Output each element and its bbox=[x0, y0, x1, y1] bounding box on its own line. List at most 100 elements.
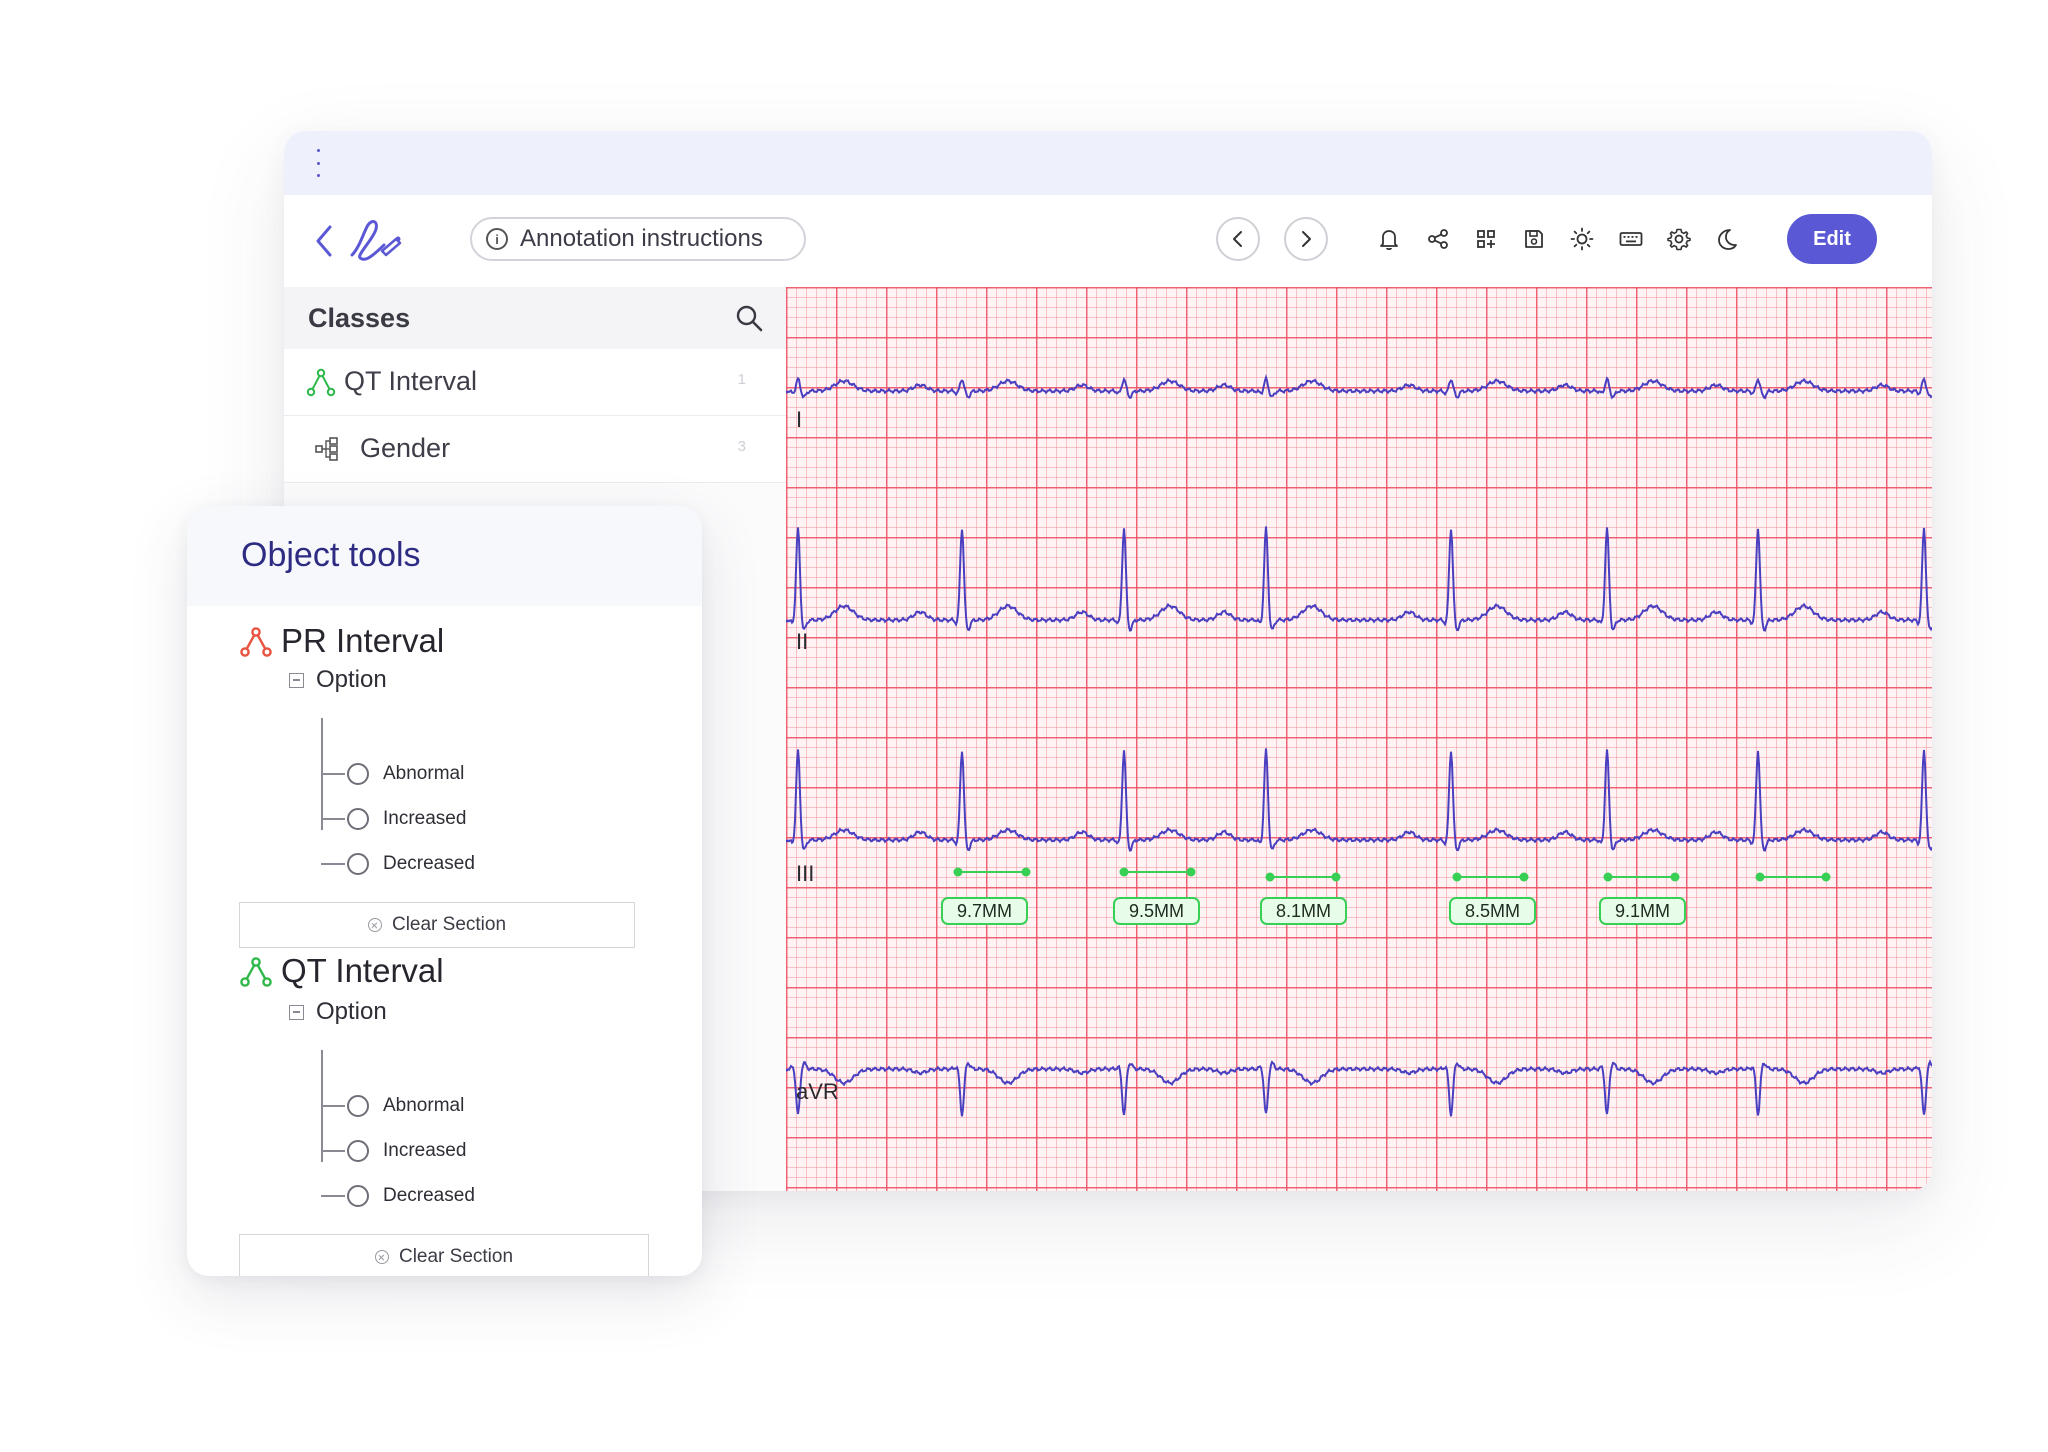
option-label: Option bbox=[316, 666, 387, 693]
next-button[interactable] bbox=[1284, 217, 1328, 261]
previous-button[interactable] bbox=[1216, 217, 1260, 261]
ecg-trace-i bbox=[786, 374, 1932, 400]
annotation-instructions-button[interactable]: i Annotation instructions bbox=[470, 217, 806, 261]
tool-head-qt-interval[interactable]: QT Interval bbox=[239, 952, 444, 990]
logo-icon bbox=[350, 220, 402, 261]
radio-label: Decreased bbox=[383, 1185, 475, 1206]
radio-increased[interactable]: Increased bbox=[321, 1136, 466, 1166]
search-icon[interactable] bbox=[734, 303, 764, 333]
radio-button[interactable] bbox=[347, 1095, 369, 1117]
hierarchy-icon bbox=[315, 437, 338, 461]
radio-decreased[interactable]: Decreased bbox=[321, 849, 475, 879]
back-icon[interactable] bbox=[314, 223, 334, 259]
polyline-icon bbox=[240, 957, 272, 987]
ecg-trace-avr bbox=[786, 1059, 1932, 1117]
tree-branch bbox=[321, 818, 345, 820]
lead-label: III bbox=[796, 861, 814, 886]
chevron-right-icon bbox=[1302, 231, 1311, 247]
collapse-icon bbox=[289, 1004, 304, 1020]
measurement-handle[interactable] bbox=[1265, 872, 1275, 882]
moon-icon[interactable] bbox=[1714, 226, 1740, 252]
object-tools-title: Object tools bbox=[241, 536, 421, 574]
measurement-label[interactable]: 9.7MM bbox=[941, 897, 1029, 925]
measurement-label[interactable]: 9.1MM bbox=[1599, 897, 1687, 925]
measurement-handle[interactable] bbox=[1519, 872, 1529, 882]
radio-button[interactable] bbox=[347, 853, 369, 875]
save-icon[interactable] bbox=[1521, 226, 1547, 252]
option-collapse-toggle[interactable]: Option bbox=[289, 666, 387, 694]
measurement-label[interactable]: 8.1MM bbox=[1260, 897, 1348, 925]
measurement-handle[interactable] bbox=[1452, 872, 1462, 882]
classes-header: Classes bbox=[284, 287, 786, 349]
clear-icon bbox=[367, 918, 382, 932]
lead-label: I bbox=[796, 407, 802, 432]
tree-branch bbox=[321, 863, 345, 865]
measurement-handle[interactable] bbox=[1331, 872, 1341, 882]
kebab-menu-icon[interactable] bbox=[314, 149, 322, 177]
chevron-left-icon bbox=[1233, 231, 1242, 247]
info-icon: i bbox=[486, 228, 508, 250]
top-toolbar: i Annotation instructions bbox=[284, 195, 1932, 287]
annotation-instructions-label: Annotation instructions bbox=[520, 225, 763, 252]
collapse-icon bbox=[289, 672, 304, 688]
option-label: Option bbox=[316, 998, 387, 1025]
brightness-icon[interactable] bbox=[1569, 226, 1595, 252]
tree-branch bbox=[321, 773, 345, 775]
share-icon[interactable] bbox=[1425, 226, 1451, 252]
measurement-handle[interactable] bbox=[1821, 872, 1831, 882]
clear-section-label: Clear Section bbox=[398, 1246, 514, 1267]
tool-head-pr-interval[interactable]: PR Interval bbox=[239, 622, 444, 660]
object-tools-header: Object tools bbox=[187, 506, 702, 606]
measurement-handle[interactable] bbox=[953, 867, 963, 877]
clear-icon bbox=[374, 1250, 389, 1264]
radio-label: Increased bbox=[383, 1140, 467, 1161]
class-item-qt-interval[interactable]: QT Interval 1 bbox=[284, 349, 786, 416]
radio-label: Decreased bbox=[383, 853, 475, 874]
lead-label: II bbox=[796, 629, 808, 654]
grid-icon[interactable] bbox=[1473, 226, 1499, 252]
tree-branch bbox=[321, 1150, 345, 1152]
measurement-handle[interactable] bbox=[1603, 872, 1613, 882]
radio-button[interactable] bbox=[347, 1140, 369, 1162]
polyline-icon bbox=[240, 627, 272, 657]
radio-decreased[interactable]: Decreased bbox=[321, 1181, 475, 1211]
radio-label: Increased bbox=[383, 808, 467, 829]
tree-branch bbox=[321, 1105, 345, 1107]
radio-button[interactable] bbox=[347, 763, 369, 785]
clear-section-button[interactable]: Clear Section bbox=[239, 902, 635, 948]
option-collapse-toggle[interactable]: Option bbox=[289, 998, 387, 1026]
radio-button[interactable] bbox=[347, 1185, 369, 1207]
annotation-app-window: i Annotation instructions bbox=[284, 131, 1932, 1191]
ecg-trace-ii bbox=[786, 526, 1932, 632]
tree-branch bbox=[321, 1195, 345, 1197]
polyline-icon bbox=[306, 368, 336, 397]
settings-icon[interactable] bbox=[1666, 226, 1692, 252]
measurement-handle[interactable] bbox=[1186, 867, 1196, 877]
class-count: 3 bbox=[737, 438, 746, 455]
edit-button[interactable]: Edit bbox=[1787, 214, 1877, 264]
radio-button[interactable] bbox=[347, 808, 369, 830]
radio-abnormal[interactable]: Abnormal bbox=[321, 1091, 464, 1121]
tool-label: PR Interval bbox=[281, 622, 445, 659]
measurement-handle[interactable] bbox=[1670, 872, 1680, 882]
measurement-handle[interactable] bbox=[1119, 867, 1129, 877]
measurement-label[interactable]: 8.5MM bbox=[1449, 897, 1537, 925]
ecg-trace-iii bbox=[786, 748, 1932, 852]
window-title-bar bbox=[284, 131, 1932, 195]
bell-icon[interactable] bbox=[1376, 226, 1402, 252]
class-label: QT Interval bbox=[344, 366, 478, 396]
class-count: 1 bbox=[737, 371, 746, 388]
measurement-handle[interactable] bbox=[1021, 867, 1031, 877]
measurement-handle[interactable] bbox=[1755, 872, 1765, 882]
radio-label: Abnormal bbox=[383, 763, 465, 784]
class-item-gender[interactable]: Gender 3 bbox=[284, 416, 786, 483]
keyboard-icon[interactable] bbox=[1618, 226, 1644, 252]
measurement-label[interactable]: 9.5MM bbox=[1113, 897, 1201, 925]
clear-section-button[interactable]: Clear Section bbox=[239, 1234, 649, 1276]
radio-abnormal[interactable]: Abnormal bbox=[321, 759, 464, 789]
clear-section-label: Clear Section bbox=[391, 914, 507, 935]
tool-label: QT Interval bbox=[281, 952, 444, 989]
radio-increased[interactable]: Increased bbox=[321, 804, 466, 834]
ecg-canvas[interactable]: I II III aVR 9.7MM 9.5MM 8.1MM 8.5MM 9.1MM bbox=[786, 287, 1932, 1191]
